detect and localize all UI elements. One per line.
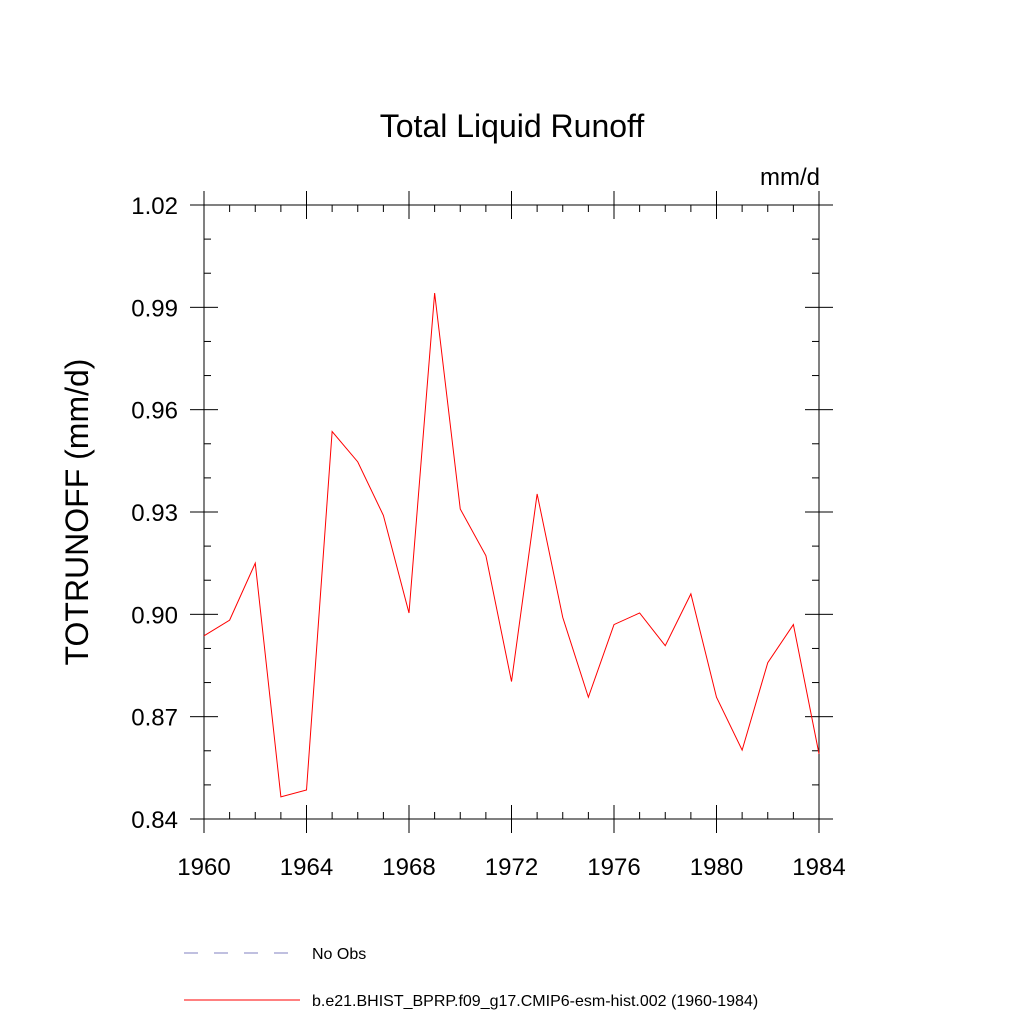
chart-title: Total Liquid Runoff: [380, 108, 645, 144]
x-tick-label: 1972: [485, 854, 538, 881]
y-tick-label: 0.96: [131, 398, 178, 425]
y-tick-label: 0.99: [131, 295, 178, 322]
axis-ticks: [190, 191, 833, 833]
y-tick-label: 0.90: [131, 602, 178, 629]
y-tick-label: 0.87: [131, 705, 178, 732]
legend-label-1: b.e21.BHIST_BPRP.f09_g17.CMIP6-esm-hist.…: [312, 993, 758, 1010]
x-tick-label: 1980: [690, 854, 743, 881]
x-tick-label: 1964: [280, 854, 333, 881]
y-tick-label: 0.84: [131, 807, 178, 834]
units-label: mm/d: [760, 164, 820, 191]
y-tick-label: 0.93: [131, 500, 178, 527]
tick-labels: 1960 1964 1968 1972 1976 1980 1984 0.84 0.87 0.90…: [131, 193, 845, 881]
plot-frame: [203, 204, 820, 820]
series-line-0: [203, 292, 820, 798]
x-tick-label: 1960: [177, 854, 230, 881]
x-tick-label: 1968: [382, 854, 435, 881]
series-layer: [203, 292, 820, 798]
x-tick-label: 1976: [587, 854, 640, 881]
legend-label-0: No Obs: [312, 946, 366, 963]
legend: No Obs b.e21.BHIST_BPRP.f09_g17.CMIP6-esm…: [184, 946, 758, 1010]
y-tick-label: 1.02: [131, 193, 178, 220]
x-tick-label: 1984: [792, 854, 845, 881]
y-axis-label: TOTRUNOFF (mm/d): [59, 359, 95, 666]
